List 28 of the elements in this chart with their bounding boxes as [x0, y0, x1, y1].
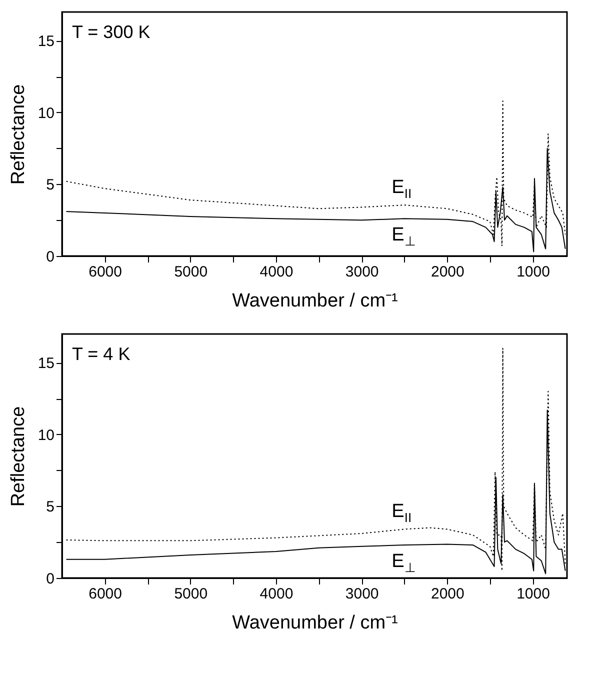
series-label: E⊥ [392, 550, 416, 575]
x-tick-label: 5000 [174, 264, 208, 280]
x-tick-label: 3000 [345, 586, 379, 602]
series-label: E⊥ [392, 224, 416, 249]
y-tick-label: 5 [46, 176, 54, 194]
y-tick-label: 0 [46, 570, 54, 588]
y-axis-title: Reflectance [8, 406, 29, 507]
x-tick-label: 4000 [260, 264, 294, 280]
x-tick-label: 6000 [88, 264, 122, 280]
x-tick-label: 1000 [516, 264, 550, 280]
x-tick-label: 6000 [88, 586, 122, 602]
y-tick-label: 10 [38, 426, 54, 444]
x-tick-label: 3000 [345, 264, 379, 280]
x-tick-label: 2000 [430, 586, 464, 602]
x-tick-label: 2000 [430, 264, 464, 280]
y-axis-title: Reflectance [8, 84, 29, 185]
x-tick-label: 5000 [174, 586, 208, 602]
y-tick-label: 10 [38, 104, 54, 122]
y-tick-label: 15 [38, 33, 54, 50]
annotation: T = 300 K [72, 22, 150, 42]
y-tick-label: 0 [46, 248, 54, 266]
y-tick-label: 5 [46, 498, 54, 516]
annotation: T = 4 K [72, 344, 130, 364]
x-tick-label: 1000 [516, 586, 550, 602]
x-tick-label: 4000 [260, 586, 294, 602]
x-axis-title: Wavenumber / cm⁻¹ [232, 290, 398, 312]
x-axis-title: Wavenumber / cm⁻¹ [232, 612, 398, 634]
y-tick-label: 15 [38, 355, 54, 372]
